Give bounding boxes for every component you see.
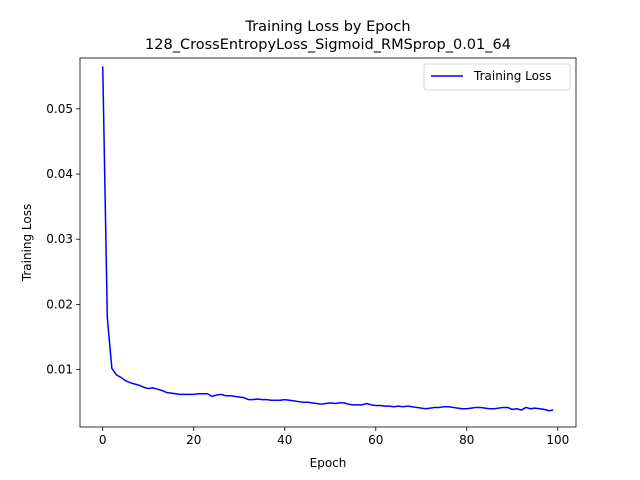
x-tick-label: 80 — [459, 433, 474, 447]
y-axis: 0.01 0.02 0.03 0.04 0.05 — [46, 102, 80, 377]
legend-box — [423, 63, 571, 91]
y-tick-label: 0.02 — [46, 297, 73, 311]
training-loss-line — [102, 66, 554, 412]
y-tick-label: 0.03 — [46, 232, 73, 246]
chart-title: Training Loss by Epoch — [244, 19, 410, 35]
x-tick-label: 40 — [277, 433, 292, 447]
y-tick-label: 0.05 — [46, 102, 73, 116]
x-axis-label: Epoch — [310, 456, 347, 470]
legend-entry: Training Loss — [473, 69, 551, 83]
plot-frame — [79, 57, 577, 428]
x-tick-label: 0 — [99, 433, 107, 447]
legend: Training Loss — [423, 63, 571, 91]
plot-area — [80, 58, 576, 427]
y-axis-label: Training Loss — [20, 204, 34, 282]
y-tick-label: 0.04 — [46, 167, 73, 181]
x-tick-label: 60 — [368, 433, 383, 447]
chart-subtitle: 128_CrossEntropyLoss_Sigmoid_RMSprop_0.0… — [145, 37, 511, 53]
x-axis: 0 20 40 60 80 100 — [99, 427, 569, 447]
y-tick-label: 0.01 — [46, 363, 73, 377]
x-tick-label: 100 — [546, 433, 569, 447]
x-tick-label: 20 — [186, 433, 201, 447]
